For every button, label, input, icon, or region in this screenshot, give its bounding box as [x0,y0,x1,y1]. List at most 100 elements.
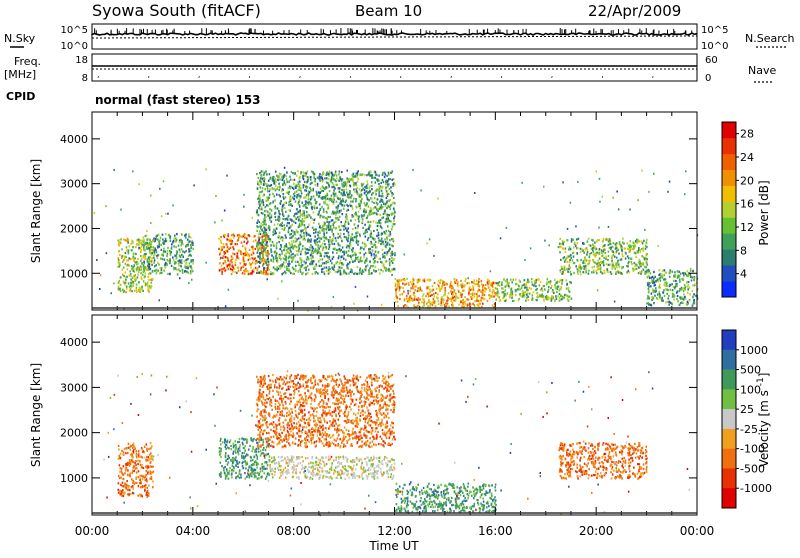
echo-cell [150,442,152,444]
echo-cell [302,272,304,274]
echo-cell [187,239,189,241]
echo-cell [376,213,378,215]
echo-cell [693,299,695,301]
echo-cell [373,202,375,204]
echo-cell [257,213,259,215]
echo-cell [684,284,686,286]
echo-cell [164,240,166,242]
echo-cell [281,273,283,275]
echo-cell [306,201,308,203]
echo-cell [120,209,122,211]
echo-cell [297,261,299,263]
echo-cell [259,200,261,202]
echo-cell [559,293,561,295]
echo-cell [308,193,310,195]
echo-cell [296,246,298,248]
echo-cell [366,231,368,233]
echo-cell [476,280,478,282]
echo-cell [561,268,563,270]
echo-cell [383,203,385,205]
echo-cell [676,292,678,294]
echo-cell [388,183,390,185]
echo-cell [380,206,382,208]
echo-cell [389,188,391,190]
echo-cell [284,227,286,229]
echo-cell [569,259,571,261]
echo-cell [190,272,192,274]
echo-cell [118,448,120,450]
echo-cell [460,284,462,286]
echo-cell [370,221,372,223]
echo-cell [661,273,663,275]
echo-cell [421,301,423,303]
echo-cell [263,184,265,186]
echo-cell [147,490,149,492]
echo-cell [642,263,644,265]
echo-cell [140,255,142,257]
echo-cell [323,236,325,238]
echo-cell [130,258,132,260]
echo-cell [519,288,521,290]
echo-cell [391,179,393,181]
echo-cell [377,179,379,181]
echo-cell [417,279,419,281]
echo-cell [378,195,380,197]
echo-cell [335,221,337,223]
echo-cell [256,230,258,232]
echo-cell [343,258,345,260]
echo-cell [639,240,641,242]
echo-cell [627,255,629,257]
echo-cell [304,220,306,222]
echo-cell [361,247,363,249]
echo-cell [265,223,267,225]
echo-cell [296,190,298,192]
echo-cell [690,270,692,272]
echo-cell [357,172,359,174]
echo-cell [390,233,392,235]
echo-cell [452,285,454,287]
nsearch-label: N.Search [745,32,795,45]
echo-cell [622,266,624,268]
echo-cell [348,273,350,275]
echo-cell [622,238,624,240]
echo-cell [231,261,233,263]
echo-cell [586,247,588,249]
echo-cell [373,269,375,271]
echo-cell [602,246,604,248]
echo-cell [171,243,173,245]
echo-cell [267,258,269,260]
echo-cell [133,275,135,277]
echo-cell [283,261,285,263]
echo-cell [478,278,480,280]
echo-cell [497,290,499,292]
echo-cell [339,229,341,231]
echo-cell [303,205,305,207]
echo-cell [586,260,588,262]
echo-cell [680,302,682,304]
echo-cell [572,252,574,254]
echo-cell [253,269,255,271]
echo-cell [438,285,440,287]
echo-cell [517,288,519,290]
echo-cell [387,180,389,182]
echo-cell [607,259,609,261]
echo-cell [262,264,264,266]
echo-cell [395,283,397,285]
echo-cell [638,266,640,268]
echo-cell [447,303,449,305]
power-colorbar-swatch [722,265,736,281]
echo-cell [127,493,129,495]
echo-cell [136,284,138,286]
echo-cell [472,285,474,287]
echo-cell [333,190,335,192]
echo-cell [429,288,431,290]
echo-cell [241,267,243,269]
echo-cell [118,257,120,259]
echo-cell [146,443,148,445]
echo-cell [275,255,277,257]
echo-cell [231,240,233,242]
echo-cell [367,296,369,298]
echo-cell [564,269,566,271]
echo-cell [368,228,370,230]
echo-cell [424,301,426,303]
